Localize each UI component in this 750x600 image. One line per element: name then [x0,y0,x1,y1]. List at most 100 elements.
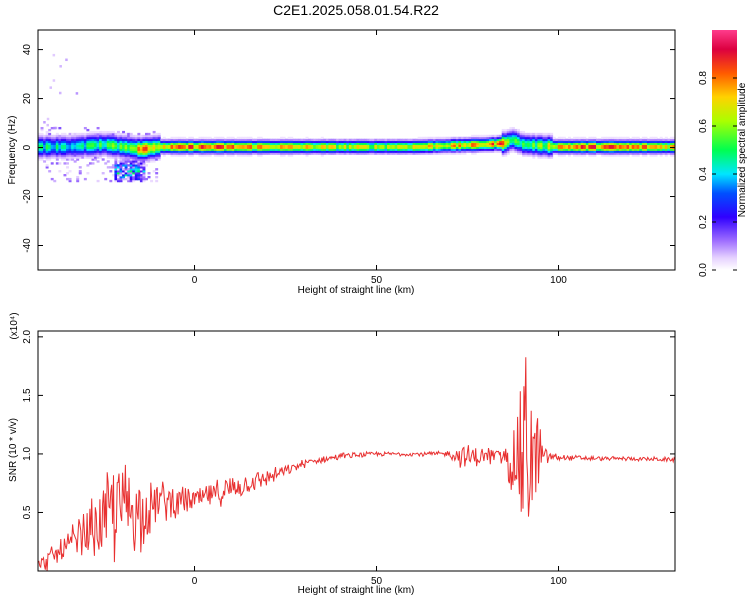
heatmap-cell [412,152,416,155]
heatmap-cell [624,148,627,151]
heatmap-cell [387,148,391,151]
heatmap-cell [305,150,309,153]
heatmap-cell [514,128,518,132]
heatmap-cell [262,146,266,149]
heatmap-cell [524,134,528,138]
heatmap-cell [122,148,126,151]
heatmap-cell [165,148,169,151]
heatmap-cell [649,146,653,149]
heatmap-cell [527,152,531,155]
heatmap-cell [142,177,146,181]
heatmap-cell [463,150,467,153]
heatmap-cell [364,140,368,144]
heatmap-cell [188,142,192,146]
heatmap-cell [206,136,210,140]
heatmap-cell [48,156,52,159]
heatmap-cell [99,134,103,138]
heatmap-cell [547,152,551,155]
heatmap-cell [445,148,449,151]
heatmap-cell [109,138,113,142]
heatmap-cell [473,142,477,146]
heatmap-cell [155,132,159,136]
heatmap-cell [63,140,67,144]
heatmap-cell [285,148,289,151]
heatmap-cell [124,160,128,163]
heatmap-cell [224,140,227,144]
heatmap-cell [351,140,355,144]
heatmap-cell [91,142,95,146]
heatmap-cell [157,148,161,151]
heatmap-cell [634,150,638,153]
heatmap-cell [129,168,133,171]
heatmap-cell [122,158,126,161]
heatmap-cell [305,138,309,142]
heatmap-cell [86,154,90,157]
heatmap-cell [496,144,500,147]
heatmap-cell [162,148,166,151]
heatmap-cell [504,144,508,147]
heatmap-cell [407,142,411,146]
heatmap-cell [267,142,271,146]
heatmap-cell [129,144,133,147]
heatmap-cell [63,156,67,159]
heatmap-cell [244,138,248,142]
heatmap-cell [389,148,393,151]
heatmap-cell [226,142,230,146]
colorbar-tick-label: 0.0 [698,263,709,277]
heatmap-cell [593,136,597,140]
heatmap-cell [188,152,192,155]
heatmap-cell [389,150,393,153]
heatmap-cell [381,144,385,147]
heatmap-cell [109,146,113,149]
heatmap-cell [517,150,520,153]
heatmap-cell [119,132,123,136]
heatmap-cell [432,152,436,155]
heatmap-cell [522,134,526,138]
heatmap-cell [376,146,380,149]
heatmap-cell [58,91,62,95]
heatmap-cell [83,154,87,157]
heatmap-cell [506,144,510,147]
heatmap-cell [231,136,235,140]
heatmap-cell [114,154,118,157]
heatmap-cell [323,150,327,153]
heatmap-cell [40,126,44,130]
heatmap-cell [122,150,126,153]
heatmap-cell [76,150,80,153]
heatmap-cell [218,144,222,147]
heatmap-cell [374,142,378,146]
heatmap-cell [114,132,118,136]
heatmap-cell [313,146,317,149]
heatmap-cell [274,146,278,149]
heatmap-cell [425,146,429,149]
heatmap-cell [590,150,594,153]
heatmap-cell [481,140,485,144]
heatmap-cell [73,154,77,157]
heatmap-cell [325,138,329,142]
heatmap-cell [58,152,62,155]
heatmap-cell [55,140,59,144]
heatmap-cell [641,150,645,153]
heatmap-cell [611,136,615,140]
heatmap-cell [359,148,362,151]
heatmap-cell [150,154,154,157]
heatmap-cell [585,150,589,153]
heatmap-cell [109,142,113,146]
heatmap-cell [376,152,380,155]
heatmap-cell [519,152,523,155]
heatmap-cell [366,144,370,147]
heatmap-cell [338,144,342,147]
heatmap-cell [139,142,143,146]
heatmap-cell [249,148,253,151]
heatmap-cell [438,146,441,149]
heatmap-cell [170,152,174,155]
heatmap-cell [641,152,645,155]
heatmap-cell [547,138,551,142]
heatmap-cell [381,148,385,151]
heatmap-cell [139,138,143,142]
heatmap-cell [657,138,661,142]
heatmap-cell [195,144,199,147]
heatmap-cell [54,126,58,130]
heatmap-cell [486,148,490,151]
heatmap-cell [114,175,118,179]
